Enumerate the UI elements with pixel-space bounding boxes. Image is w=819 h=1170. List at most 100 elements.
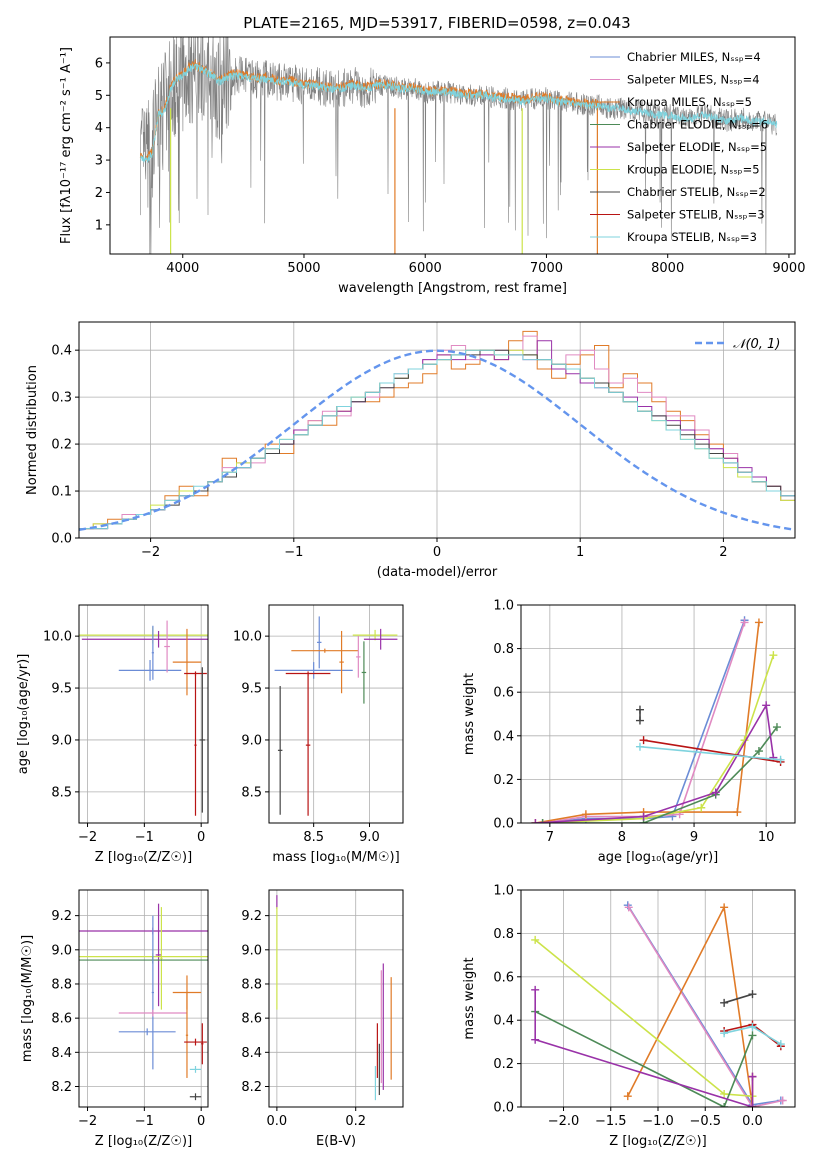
weight-point-marker: [635, 716, 644, 725]
x-tick-label: 1: [576, 545, 584, 560]
x-tick-label: 0: [433, 545, 441, 560]
x-tick-label: −0.5: [689, 1114, 721, 1129]
weight-point-marker: [776, 1040, 785, 1049]
mass_vs_Z-marks: [79, 903, 208, 1101]
legend-label: Kroupa MILES, Nₛₛₚ=5: [627, 95, 752, 109]
y-tick-label: 0.2: [51, 438, 72, 453]
y-tick-label: 0.2: [493, 773, 514, 788]
x-tick-label: 0: [197, 830, 205, 845]
weight-series-line: [723, 993, 753, 1004]
y-tick-label: 8.6: [241, 1012, 262, 1027]
axes-frame: [78, 889, 209, 1108]
y-tick-label: 10.0: [233, 630, 262, 645]
x-tick-label: 4000: [166, 261, 199, 276]
weight-point-marker: [624, 903, 633, 912]
x-tick-label: 0.0: [742, 1114, 763, 1129]
axes-frame: [520, 889, 796, 1108]
weight-point-marker: [639, 736, 648, 745]
legend-label: 𝒩(0, 1): [733, 337, 780, 352]
histogram-series: [79, 349, 795, 538]
x-tick-label: 6000: [409, 261, 442, 276]
weight-point-marker: [754, 747, 763, 756]
weight-point-marker: [754, 618, 763, 627]
y-tick-label: 8.2: [241, 1080, 262, 1095]
weight-point-marker: [748, 1072, 757, 1081]
y-tick-label: 0.3: [51, 391, 72, 406]
x-tick-label: −2: [78, 830, 97, 845]
model-spectrum-line-stelib: [140, 63, 778, 164]
y-tick-label: 9.0: [241, 733, 262, 748]
x-axis-label: Z [log₁₀(Z/Z☉)]: [95, 1134, 192, 1149]
weight-point-marker: [772, 723, 781, 732]
y-tick-label: 1: [95, 218, 103, 233]
mass_vs_EBV-panel: 0.0 0.2 8.2 8.4 8.6 8.8 9.0 9.2 E(B-V): [241, 889, 404, 1149]
weight_vs_Z-panel: −2.0 −1.5 −1.0 −0.5 0.0 0.0 0.2 0.4 0.6 0.8 1.0 Z […: [462, 884, 796, 1149]
y-tick-label: 8.6: [51, 1012, 72, 1027]
y-tick-label: 0.6: [493, 970, 514, 985]
x-tick-label: 5000: [287, 261, 320, 276]
y-tick-label: 8.4: [51, 1046, 72, 1061]
weight_vs_age-marks: [531, 616, 785, 823]
y-axis-label: Flux [fλ10⁻¹⁷ erg cm⁻² s⁻¹ A⁻¹]: [59, 47, 74, 244]
weight-point-marker: [639, 812, 648, 821]
residuals-marks: [79, 330, 795, 538]
y-tick-label: 0.4: [51, 344, 72, 359]
weight-series-line: [534, 1010, 754, 1107]
legend-label: Salpeter ELODIE, Nₛₛₚ=5: [627, 140, 767, 154]
weight_vs_Z-marks: [531, 901, 787, 1107]
y-tick-label: 0.8: [493, 642, 514, 657]
axes-frame: [520, 604, 796, 824]
legend-label: Chabrier MILES, Nₛₛₚ=4: [627, 50, 761, 64]
y-tick-label: 1.0: [493, 599, 514, 614]
spectrum-title: PLATE=2165, MJD=53917, FIBERID=0598, z=0…: [243, 14, 630, 32]
y-tick-label: 6: [95, 56, 103, 71]
spectrum-panel: 4000 5000 6000 7000 8000 9000 1 2 3 4 5 6 wavelength…: [59, 36, 805, 296]
x-tick-label: 2: [719, 545, 727, 560]
weight-point-marker: [635, 742, 644, 751]
y-axis-label: Normed distribution: [25, 365, 40, 495]
y-tick-label: 9.2: [241, 909, 262, 924]
legend-label: Kroupa STELIB, Nₛₛₚ=3: [627, 230, 757, 244]
x-tick-label: 8.5: [303, 830, 324, 845]
x-tick-label: 7: [546, 830, 554, 845]
weight-point-marker: [762, 701, 771, 710]
axes-frame: [109, 36, 796, 255]
legend-label: Kroupa ELODIE, Nₛₛₚ=5: [627, 163, 760, 177]
weight-point-marker: [531, 1035, 540, 1044]
x-tick-label: 9000: [772, 261, 805, 276]
legend-label: Salpeter MILES, Nₛₛₚ=4: [627, 73, 760, 87]
weight-series-line: [628, 906, 783, 1107]
y-tick-label: 0.6: [493, 686, 514, 701]
x-tick-label: −2: [141, 545, 160, 560]
y-tick-label: 1.0: [493, 884, 514, 899]
weight-point-marker: [720, 1103, 729, 1107]
x-axis-label: (data-model)/error: [377, 565, 498, 580]
y-tick-label: 9.5: [51, 682, 72, 697]
weight-point-marker: [531, 985, 540, 994]
age_vs_mass-panel: 8.5 9.0 8.5 9.0 9.5 10.0 mass [log₁₀(M/M☉)]: [233, 604, 404, 865]
y-tick-label: 0.8: [493, 927, 514, 942]
x-tick-label: 9.0: [359, 830, 380, 845]
axes-frame: [78, 604, 209, 824]
y-tick-label: 5: [95, 89, 103, 104]
weight-point-marker: [635, 705, 644, 714]
x-tick-label: −2.0: [548, 1114, 580, 1129]
y-axis-label: mass weight: [462, 673, 477, 755]
histogram-series: [79, 335, 795, 538]
y-tick-label: 0.0: [493, 817, 514, 832]
y-axis-label: mass weight: [462, 957, 477, 1039]
mass_vs_EBV-marks: [276, 895, 392, 1101]
legend-label: Chabrier ELODIE, Nₛₛₚ=6: [627, 118, 768, 132]
weight_vs_age-panel: 7 8 9 10 0.0 0.2 0.4 0.6 0.8 1.0 age [log₁₀(age/yr…: [462, 599, 796, 865]
weight-point-marker: [697, 803, 706, 812]
x-axis-label: E(B-V): [316, 1134, 356, 1149]
weight-point-marker: [720, 903, 729, 912]
x-axis-label: Z [log₁₀(Z/Z☉)]: [95, 850, 192, 865]
weight-point-marker: [769, 651, 778, 660]
x-tick-label: 0: [197, 1114, 205, 1129]
x-tick-label: −1: [135, 830, 154, 845]
axes-frame: [268, 889, 404, 1108]
y-tick-label: 8.8: [241, 977, 262, 992]
weight-point-marker: [740, 618, 749, 627]
